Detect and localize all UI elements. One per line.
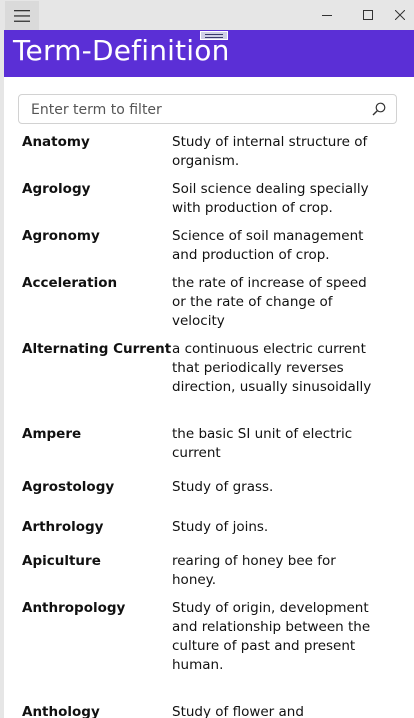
list-item[interactable]: Apiculture rearing of honey bee for honey… bbox=[4, 545, 414, 592]
list-item[interactable]: Ampere the basic SI unit of electric curr… bbox=[4, 418, 414, 471]
term-label: Anthology bbox=[22, 704, 100, 718]
title-bar bbox=[4, 0, 414, 30]
definition-text: a continuous electric current that perio… bbox=[172, 341, 372, 395]
filter-search-box[interactable] bbox=[18, 94, 397, 124]
minimize-icon bbox=[322, 15, 332, 16]
definition-text: Study of origin, development and relatio… bbox=[172, 600, 371, 673]
list-item[interactable]: Alternating Current a continuous electric… bbox=[4, 333, 414, 418]
maximize-button[interactable] bbox=[345, 0, 391, 30]
definition-text: the basic SI unit of electric current bbox=[172, 426, 353, 461]
definition-text: Study of grass. bbox=[172, 479, 274, 495]
close-button[interactable] bbox=[386, 0, 414, 30]
list-item[interactable]: Agrology Soil science dealing specially w… bbox=[4, 173, 414, 220]
list-item[interactable]: Anatomy Study of internal structure of or… bbox=[4, 126, 414, 173]
definition-text: Science of soil management and productio… bbox=[172, 228, 364, 263]
hamburger-icon bbox=[14, 9, 30, 22]
hamburger-menu-button[interactable] bbox=[5, 1, 39, 30]
term-label: Anthropology bbox=[22, 600, 126, 616]
app-window: Term-Definition Anatomy Study of internal… bbox=[4, 0, 414, 718]
page-title: Term-Definition bbox=[13, 34, 230, 67]
app-header: Term-Definition bbox=[4, 30, 414, 77]
header-spacer bbox=[4, 77, 414, 91]
term-label: Agrostology bbox=[22, 479, 115, 495]
definition-text: Soil science dealing specially with prod… bbox=[172, 181, 369, 216]
term-label: Arthrology bbox=[22, 519, 104, 535]
term-label: Apiculture bbox=[22, 553, 101, 569]
definition-text: Study of joins. bbox=[172, 519, 269, 535]
term-label: Ampere bbox=[22, 426, 82, 442]
definition-text: rearing of honey bee for honey. bbox=[172, 553, 336, 588]
filter-input[interactable] bbox=[29, 99, 363, 121]
minimize-button[interactable] bbox=[304, 0, 350, 30]
list-item[interactable]: Arthrology Study of joins. bbox=[4, 511, 414, 545]
list-item[interactable]: Agronomy Science of soil management and p… bbox=[4, 220, 414, 267]
list-item[interactable]: Anthology Study of flower and bbox=[4, 696, 414, 718]
list-item[interactable]: Anthropology Study of origin, development… bbox=[4, 592, 414, 696]
definition-text: Study of internal structure of organism. bbox=[172, 134, 368, 169]
list-item[interactable]: Acceleration the rate of increase of spee… bbox=[4, 267, 414, 333]
term-label: Anatomy bbox=[22, 134, 90, 150]
list-item[interactable]: Agrostology Study of grass. bbox=[4, 471, 414, 511]
term-label: Alternating Current bbox=[22, 341, 172, 357]
term-label: Agrology bbox=[22, 181, 91, 197]
drag-handle[interactable] bbox=[200, 31, 228, 40]
close-icon bbox=[395, 10, 405, 20]
term-label: Acceleration bbox=[22, 275, 118, 291]
definition-text: Study of flower and bbox=[172, 704, 304, 718]
term-label: Agronomy bbox=[22, 228, 100, 244]
maximize-icon bbox=[363, 10, 373, 20]
search-icon[interactable] bbox=[372, 102, 386, 116]
definition-text: the rate of increase of speed or the rat… bbox=[172, 275, 367, 329]
